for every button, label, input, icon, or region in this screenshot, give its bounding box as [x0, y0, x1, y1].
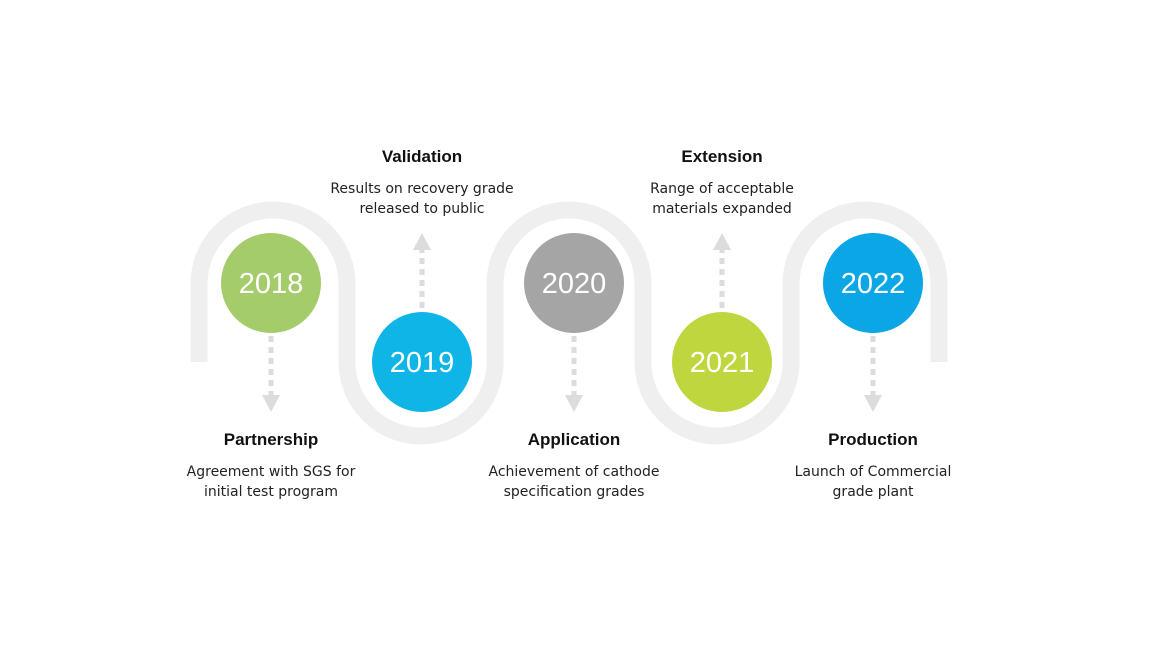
arrow-2019 [413, 233, 431, 308]
milestone-desc-line: specification grades [503, 484, 645, 500]
milestone-desc-line: grade plant [832, 484, 914, 500]
milestone-desc-line: Launch of Commercial [794, 464, 952, 480]
milestone-desc-line: materials expanded [652, 201, 792, 217]
milestone-title: Production [828, 430, 918, 449]
milestone-desc-line: Agreement with SGS for [186, 464, 356, 480]
milestone-2021: 2021 [672, 312, 772, 412]
milestone-text-2021: Extension Range of acceptable materials … [602, 147, 842, 219]
milestone-text-2019: Validation Results on recovery grade rel… [302, 147, 542, 219]
milestone-title: Application [527, 430, 621, 449]
milestone-2018: 2018 [221, 233, 321, 333]
timeline-track [190, 201, 948, 445]
milestone-text-2022: Production Launch of Commercial grade pl… [753, 430, 993, 502]
milestone-text-2020: Application Achievement of cathode speci… [454, 430, 694, 502]
arrow-2018 [262, 336, 280, 412]
milestone-2022: 2022 [823, 233, 923, 333]
year-label-2020: 2020 [542, 268, 607, 300]
year-circle-2022 [823, 233, 923, 333]
milestone-2020: 2020 [524, 233, 624, 333]
year-circle-2020 [524, 233, 624, 333]
year-label-2018: 2018 [239, 268, 304, 300]
milestone-title: Validation [381, 147, 463, 166]
milestone-desc-line: Range of acceptable [650, 181, 794, 197]
milestone-title: Extension [681, 147, 763, 166]
arrow-2020 [565, 336, 583, 412]
milestone-title: Partnership [223, 430, 319, 449]
milestone-2019: 2019 [372, 312, 472, 412]
year-label-2022: 2022 [841, 268, 906, 300]
milestone-desc-line: released to public [359, 201, 485, 217]
year-circle-2019 [372, 312, 472, 412]
milestone-desc-line: Results on recovery grade [330, 181, 514, 197]
year-circle-2021 [672, 312, 772, 412]
milestone-desc-line: initial test program [203, 484, 339, 500]
arrow-2021 [713, 233, 731, 308]
milestone-desc-line: Achievement of cathode [488, 464, 660, 480]
year-label-2021: 2021 [690, 347, 755, 379]
year-label-2019: 2019 [390, 347, 455, 379]
milestone-text-2018: Partnership Agreement with SGS for initi… [151, 430, 391, 502]
year-circle-2018 [221, 233, 321, 333]
arrow-2022 [864, 336, 882, 412]
